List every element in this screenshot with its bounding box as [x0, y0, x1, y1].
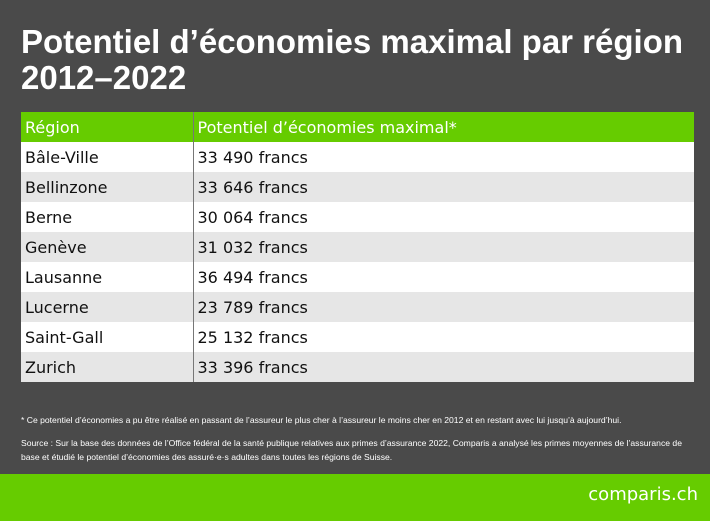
table-header-row: Région Potentiel d’économies maximal*: [21, 112, 694, 142]
page-title: Potentiel d’économies maximal par région…: [21, 23, 684, 96]
column-header-region: Région: [21, 112, 194, 142]
savings-cell: 25 132 francs: [193, 322, 694, 352]
table-row: Saint-Gall 25 132 francs: [21, 322, 694, 352]
table-row: Zurich 33 396 francs: [21, 352, 694, 382]
region-cell: Bellinzone: [21, 172, 194, 202]
table-row: Bâle-Ville 33 490 francs: [21, 142, 694, 172]
region-cell: Lausanne: [21, 262, 194, 292]
savings-cell: 30 064 francs: [193, 202, 694, 232]
savings-cell: 36 494 francs: [193, 262, 694, 292]
table-row: Lausanne 36 494 francs: [21, 262, 694, 292]
savings-cell: 23 789 francs: [193, 292, 694, 322]
column-header-savings: Potentiel d’économies maximal*: [193, 112, 694, 142]
savings-cell: 33 490 francs: [193, 142, 694, 172]
region-cell: Bâle-Ville: [21, 142, 194, 172]
region-cell: Lucerne: [21, 292, 194, 322]
savings-cell: 33 646 francs: [193, 172, 694, 202]
table-row: Berne 30 064 francs: [21, 202, 694, 232]
footnote: * Ce potentiel d’économies a pu être réa…: [21, 415, 622, 425]
region-cell: Berne: [21, 202, 194, 232]
source-note: Source : Sur la base des données de l’Of…: [21, 438, 682, 462]
savings-table: Région Potentiel d’économies maximal* Bâ…: [21, 112, 694, 382]
footer-band: comparis.ch: [0, 474, 710, 521]
savings-cell: 31 032 francs: [193, 232, 694, 262]
comparis-logo: comparis.ch: [588, 484, 698, 505]
table-row: Bellinzone 33 646 francs: [21, 172, 694, 202]
table-row: Genève 31 032 francs: [21, 232, 694, 262]
region-cell: Zurich: [21, 352, 194, 382]
savings-cell: 33 396 francs: [193, 352, 694, 382]
region-cell: Saint-Gall: [21, 322, 194, 352]
table-row: Lucerne 23 789 francs: [21, 292, 694, 322]
region-cell: Genève: [21, 232, 194, 262]
